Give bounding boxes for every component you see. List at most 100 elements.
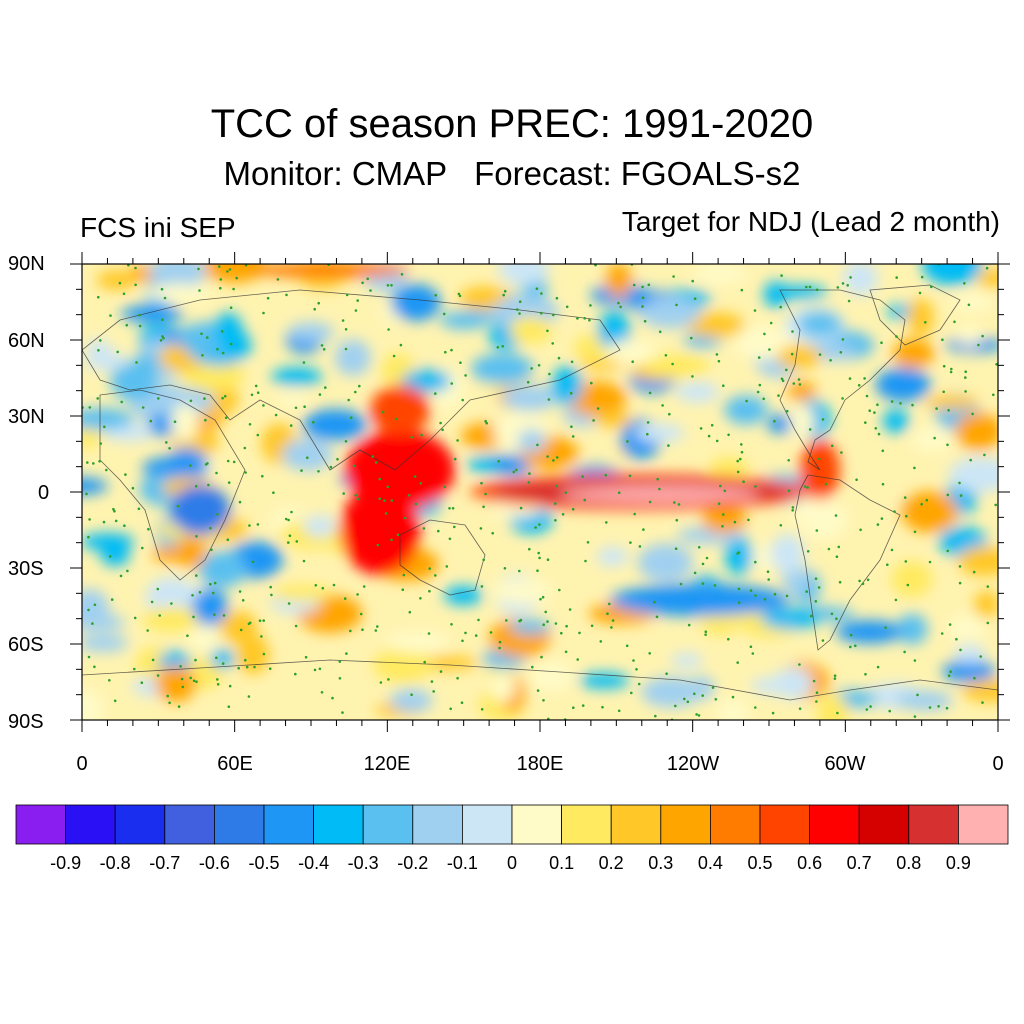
stipple-dot	[248, 524, 251, 527]
field-patch	[100, 544, 130, 567]
stipple-dot	[237, 666, 240, 670]
stipple-dot	[648, 652, 651, 655]
stipple-dot	[387, 678, 390, 681]
stipple-dot	[655, 615, 659, 619]
stipple-dot	[498, 646, 501, 650]
stipple-dot	[536, 443, 539, 447]
field-patch	[509, 619, 551, 635]
stipple-dot	[434, 392, 437, 395]
stipple-dot	[124, 473, 127, 476]
stipple-dot	[302, 559, 306, 563]
stipple-dot	[356, 593, 359, 596]
stipple-dot	[643, 319, 647, 323]
stipple-dot	[992, 393, 995, 397]
stipple-dot	[505, 619, 508, 622]
colorbar-label: -0.5	[248, 853, 280, 873]
stipple-dot	[531, 665, 534, 669]
stipple-dot	[204, 463, 208, 466]
stipple-dot	[928, 706, 932, 709]
field-patch	[551, 366, 583, 405]
stipple-dot	[641, 305, 644, 308]
stipple-dot	[361, 281, 364, 285]
stipple-dot	[241, 599, 245, 602]
field-patch	[644, 354, 711, 378]
stipple-dot	[443, 485, 447, 489]
stipple-dot	[141, 406, 145, 409]
stipple-dot	[288, 534, 292, 537]
stipple-dot	[606, 612, 609, 615]
stipple-dot	[740, 443, 743, 446]
field-patch	[717, 698, 749, 720]
stipple-dot	[320, 344, 324, 347]
stipple-dot	[216, 513, 219, 516]
stipple-dot	[538, 523, 541, 526]
stipple-dot	[156, 674, 160, 677]
stipple-dot	[329, 465, 333, 469]
stipple-dot	[361, 628, 364, 631]
stipple-dot	[192, 615, 195, 619]
stipple-dot	[583, 498, 586, 502]
stipple-dot	[710, 423, 714, 427]
stipple-dot	[958, 481, 961, 485]
stipple-dot	[189, 464, 192, 467]
stipple-dot	[924, 321, 927, 324]
stipple-dot	[98, 460, 101, 463]
stipple-dot	[456, 676, 459, 680]
stipple-dot	[913, 530, 917, 534]
stipple-dot	[589, 304, 592, 307]
field-patch	[213, 312, 243, 353]
stipple-dot	[294, 406, 298, 410]
stipple-dot	[195, 574, 198, 577]
stipple-dot	[432, 690, 436, 693]
stipple-dot	[195, 535, 198, 538]
field-patch	[776, 344, 822, 370]
field-patch	[901, 491, 958, 533]
stipple-dot	[537, 364, 541, 367]
stipple-dot	[147, 527, 150, 531]
stipple-dot	[925, 498, 929, 502]
stipple-dot	[503, 567, 507, 570]
field-patch	[171, 403, 198, 442]
stipple-dot	[893, 510, 896, 513]
stipple-dot	[113, 699, 117, 703]
field-patch	[334, 339, 371, 376]
stipple-dot	[228, 684, 232, 688]
stipple-dot	[448, 537, 452, 541]
stipple-dot	[641, 285, 644, 289]
stipple-dot	[740, 288, 744, 292]
stipple-dot	[262, 404, 265, 407]
stipple-dot	[215, 656, 218, 660]
stipple-dot	[950, 367, 953, 371]
stipple-dot	[140, 681, 144, 684]
stipple-dot	[667, 444, 670, 447]
stipple-dot	[223, 394, 227, 398]
stipple-dot	[93, 603, 97, 607]
field-patch	[693, 264, 747, 284]
stipple-dot	[203, 397, 206, 400]
stipple-dot	[542, 623, 545, 626]
stipple-dot	[270, 593, 273, 597]
stipple-dot	[596, 407, 600, 410]
stipple-dot	[114, 519, 118, 523]
stipple-dot	[771, 711, 775, 715]
field-patch	[948, 457, 998, 493]
stipple-dot	[834, 514, 838, 517]
field-patch	[84, 351, 128, 371]
stipple-dot	[356, 497, 360, 501]
stipple-dot	[941, 338, 944, 342]
stipple-dot	[108, 555, 112, 558]
stipple-dot	[120, 400, 123, 404]
stipple-dot	[166, 694, 169, 698]
stipple-dot	[979, 655, 982, 658]
field-patch	[210, 648, 235, 669]
stipple-dot	[256, 433, 260, 437]
stipple-dot	[170, 602, 173, 605]
field-patch	[782, 566, 811, 594]
stipple-dot	[256, 523, 260, 526]
lat-label-60n: 60N	[8, 330, 45, 352]
stipple-dot	[141, 546, 144, 550]
stipple-dot	[695, 713, 698, 716]
stipple-dot	[821, 639, 825, 642]
stipple-dot	[758, 383, 762, 387]
stipple-dot	[206, 336, 209, 339]
